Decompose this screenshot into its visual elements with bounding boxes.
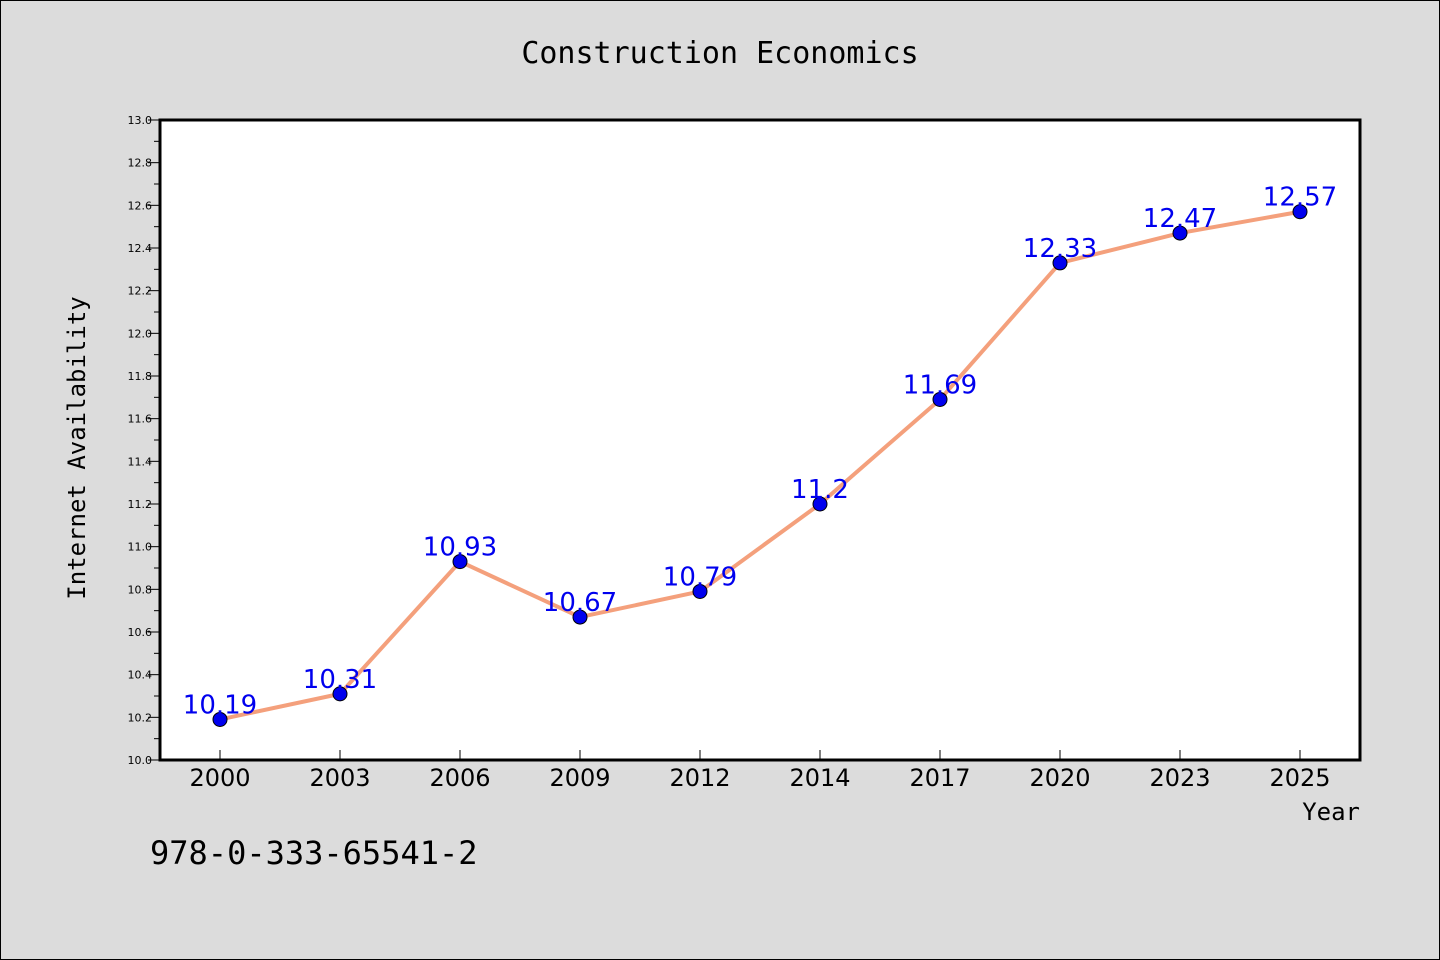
x-tick-label: 2023	[1149, 764, 1210, 792]
x-tick-label: 2006	[429, 764, 490, 792]
data-point	[812, 496, 828, 512]
data-label: 11.2	[791, 475, 849, 505]
y-tick-label: 12.6	[128, 199, 153, 212]
data-point	[932, 391, 948, 407]
x-tick-label: 2017	[909, 764, 970, 792]
y-tick-label: 10.8	[128, 583, 153, 596]
chart-title: Construction Economics	[521, 36, 918, 71]
data-point	[332, 686, 348, 702]
series-line	[219, 209, 1301, 722]
data-label: 12.47	[1143, 204, 1217, 234]
y-tick-label: 13.0	[128, 114, 153, 127]
data-label: 10.79	[663, 562, 737, 592]
data-point	[692, 583, 708, 599]
x-tick-label: 2003	[309, 764, 370, 792]
data-label: 11.69	[903, 370, 977, 400]
y-tick-label: 12.8	[128, 157, 153, 170]
y-axis-label: Internet Availability	[63, 296, 91, 599]
y-tick-label: 11.8	[128, 370, 153, 383]
data-label: 10.19	[183, 690, 257, 720]
x-tick-label: 2000	[189, 764, 250, 792]
data-label: 12.33	[1023, 234, 1097, 264]
y-tick-label: 10.0	[128, 754, 153, 767]
x-tick-label: 2020	[1029, 764, 1090, 792]
data-point	[452, 554, 468, 570]
x-axis-label: Year	[1302, 798, 1360, 826]
y-tick-label: 11.2	[128, 498, 153, 511]
y-tick-label: 12.4	[128, 242, 153, 255]
data-point	[572, 609, 588, 625]
plot-area	[160, 120, 1360, 760]
y-tick-label: 12.0	[128, 327, 153, 340]
x-tick-label: 2025	[1269, 764, 1330, 792]
data-label: 10.31	[303, 665, 377, 695]
isbn-text: 978-0-333-65541-2	[150, 834, 478, 872]
x-axis: 2000 2003 2006 2009 2012 2014 2017 2020 2023 2025	[189, 750, 1331, 792]
y-tick-label: 10.4	[128, 669, 153, 682]
y-tick-label: 10.6	[128, 626, 153, 639]
data-point	[1172, 225, 1188, 241]
plot-frame	[158, 118, 1362, 762]
x-tick-label: 2012	[669, 764, 730, 792]
y-axis: 10.0 10.2 10.4 10.6 10.8 11.0 11.2 11.4 11.6 11.8…	[128, 114, 160, 767]
data-point	[1292, 204, 1308, 220]
x-tick-label: 2014	[789, 764, 850, 792]
data-label: 10.67	[543, 588, 617, 618]
y-tick-label: 11.6	[128, 413, 153, 426]
y-tick-label: 10.2	[128, 711, 153, 724]
x-tick-label: 2009	[549, 764, 610, 792]
data-point	[1052, 255, 1068, 271]
data-label: 10.93	[423, 533, 497, 563]
y-tick-label: 11.4	[128, 455, 153, 468]
y-tick-label: 11.0	[128, 541, 153, 554]
y-tick-label: 12.2	[128, 285, 153, 298]
series-layer: 10.19 10.31 10.93 10.67 10.79 11.2 11.69 12.33 1…	[183, 183, 1337, 727]
data-label: 12.57	[1263, 183, 1337, 213]
data-point	[212, 711, 228, 727]
